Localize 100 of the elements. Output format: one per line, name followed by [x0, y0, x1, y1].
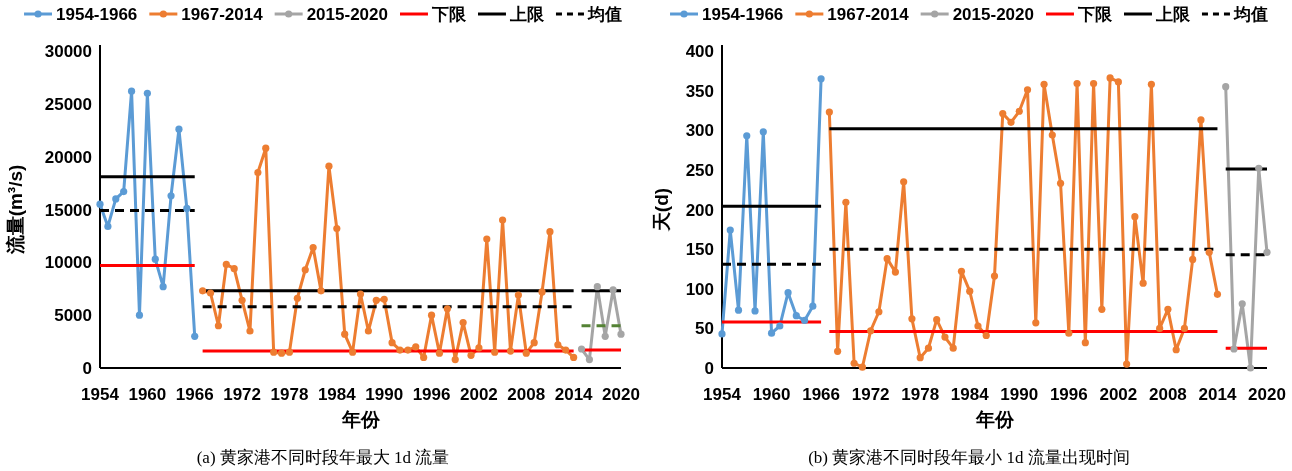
point — [1040, 80, 1048, 88]
point — [949, 344, 957, 352]
point — [443, 305, 451, 313]
point — [356, 290, 365, 298]
point — [530, 339, 538, 347]
point — [1032, 319, 1040, 327]
point — [1131, 213, 1139, 221]
point — [246, 327, 254, 335]
legend-label: 1967-2014 — [181, 5, 264, 24]
point — [341, 330, 349, 338]
point — [617, 330, 625, 338]
legend-label: 下限 — [1076, 5, 1113, 24]
legend-label: 1954-1966 — [56, 5, 138, 24]
point — [916, 354, 924, 362]
point — [570, 353, 578, 362]
point — [1189, 255, 1197, 264]
point — [1015, 107, 1023, 115]
y-tick-label: 10000 — [44, 253, 92, 273]
point — [167, 192, 175, 200]
point — [1139, 279, 1147, 287]
point — [183, 204, 191, 213]
point — [514, 291, 522, 299]
point — [933, 316, 941, 324]
point — [891, 268, 900, 276]
legend-label: 均值 — [586, 5, 622, 24]
text: (a) 黄家港不同时段年最大 1d 流量 — [196, 448, 450, 467]
point — [726, 226, 734, 234]
y-tick-label: 250 — [685, 160, 714, 180]
point — [900, 178, 908, 186]
y-axis-title: 流量(m³/s) — [5, 164, 26, 256]
x-tick-label: 1972 — [851, 385, 890, 404]
point — [858, 363, 866, 371]
point — [776, 322, 784, 330]
point — [1230, 345, 1238, 353]
point — [850, 359, 858, 367]
x-tick-label: 1978 — [270, 385, 309, 404]
legend-label: 1967-2014 — [827, 5, 910, 24]
point — [270, 348, 278, 356]
x-tick-label: 1954 — [703, 385, 742, 404]
point — [1197, 116, 1205, 124]
point — [96, 200, 104, 208]
point — [800, 316, 809, 325]
legend-label: 2015-2020 — [306, 5, 388, 24]
x-tick-label: 1990 — [1000, 385, 1039, 404]
point — [1098, 305, 1106, 313]
legend-label: 上限 — [1154, 5, 1191, 24]
point — [159, 283, 167, 291]
point — [404, 346, 412, 354]
point — [825, 108, 833, 116]
point — [601, 332, 609, 340]
point — [546, 228, 554, 236]
point — [1007, 118, 1015, 126]
x-tick-label: 2020 — [1248, 385, 1286, 404]
y-tick-label: 25000 — [44, 94, 92, 114]
point — [112, 195, 120, 203]
point — [412, 343, 420, 351]
point — [957, 267, 966, 275]
y-tick-label: 15000 — [44, 200, 92, 220]
point — [483, 235, 491, 243]
point — [467, 351, 475, 359]
x-tick-label: 1972 — [223, 385, 261, 404]
point — [759, 128, 767, 136]
point — [817, 75, 825, 83]
point — [1213, 290, 1222, 298]
point — [135, 311, 144, 319]
point — [908, 315, 916, 323]
point — [743, 132, 751, 140]
point — [475, 344, 483, 352]
x-tick-label: 2014 — [1198, 385, 1237, 404]
point — [990, 272, 999, 280]
point — [301, 266, 309, 274]
x-tick-label: 1954 — [81, 385, 120, 404]
x-tick-label: 2014 — [554, 385, 594, 404]
point — [1246, 364, 1255, 372]
point — [459, 318, 467, 327]
point — [1048, 131, 1056, 139]
legend-label: 2015-2020 — [952, 5, 1034, 24]
point — [214, 322, 223, 330]
point — [254, 168, 262, 177]
point — [420, 353, 428, 362]
point — [175, 125, 183, 133]
point — [792, 312, 800, 320]
y-axis-title: 天(d) — [651, 187, 672, 233]
point — [451, 355, 459, 364]
y-tick-label: 150 — [685, 240, 714, 260]
point — [491, 348, 499, 356]
y-tick-label: 30000 — [44, 42, 92, 61]
x-tick-label: 1960 — [128, 385, 167, 404]
point — [751, 307, 759, 315]
point — [396, 346, 404, 354]
point — [127, 87, 136, 95]
point — [554, 341, 562, 349]
point — [1147, 80, 1155, 88]
point — [506, 347, 515, 355]
x-tick-label: 1966 — [175, 385, 214, 404]
point — [206, 289, 215, 297]
point — [867, 327, 875, 335]
x-tick-label: 1996 — [1049, 385, 1088, 404]
y-tick-label: 300 — [685, 121, 714, 141]
legend-label: 均值 — [1232, 5, 1268, 24]
